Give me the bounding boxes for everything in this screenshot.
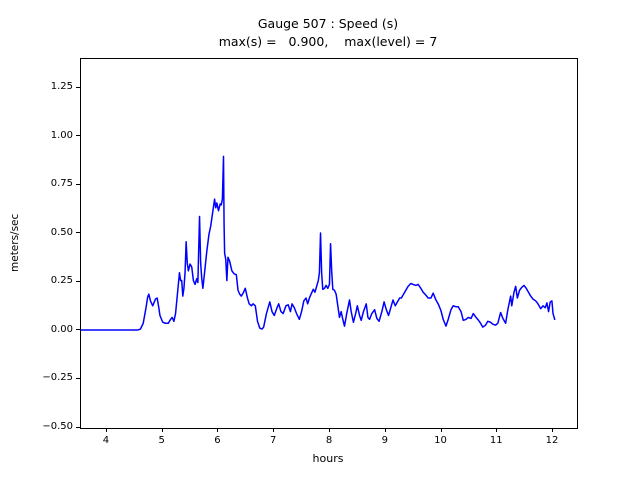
- x-tick-mark: [161, 428, 163, 432]
- y-tick-label: 1.25: [50, 81, 73, 93]
- y-tick-mark: [76, 280, 80, 282]
- speed-line-series: [81, 155, 556, 331]
- x-tick-label: 10: [434, 435, 447, 446]
- x-axis-label: hours: [312, 452, 344, 465]
- x-tick-label: 9: [381, 435, 388, 446]
- y-tick-mark: [76, 377, 80, 379]
- x-tick-label: 8: [325, 435, 333, 446]
- y-tick-mark: [76, 135, 80, 137]
- x-tick-label: 6: [214, 435, 221, 446]
- y-tick-label: 0.00: [50, 323, 73, 335]
- y-tick-label: −0.25: [42, 372, 73, 384]
- chart-subtitle: max(s) = 0.900, max(level) = 7: [218, 34, 438, 49]
- title-block: Gauge 507 : Speed (s) max(s) = 0.900, ma…: [80, 15, 576, 51]
- plot-area: [80, 58, 578, 429]
- y-tick-mark: [76, 86, 80, 88]
- x-tick-label: 5: [158, 435, 165, 446]
- y-tick-label: 1.00: [50, 129, 73, 141]
- x-tick-mark: [384, 428, 386, 432]
- chart-title: Gauge 507 : Speed (s): [257, 16, 399, 31]
- y-tick-mark: [76, 329, 80, 331]
- x-tick-mark: [440, 428, 442, 432]
- y-tick-label: 0.50: [50, 226, 73, 238]
- x-tick-mark: [496, 428, 498, 432]
- x-tick-label: 11: [489, 435, 503, 446]
- y-tick-label: 0.75: [50, 178, 73, 190]
- y-tick-label: 0.25: [50, 275, 73, 287]
- x-tick-mark: [105, 428, 107, 432]
- y-tick-mark: [76, 183, 80, 185]
- y-tick-label: −0.50: [42, 421, 73, 432]
- x-tick-label: 4: [102, 435, 110, 446]
- x-tick-mark: [217, 428, 219, 432]
- x-tick-mark: [552, 428, 554, 432]
- y-tick-mark: [76, 426, 80, 428]
- y-tick-mark: [76, 232, 80, 234]
- x-tick-mark: [329, 428, 330, 432]
- x-tick-label: 7: [270, 435, 277, 446]
- x-tick-mark: [273, 428, 275, 432]
- speed-polyline: [81, 155, 556, 331]
- x-tick-label: 12: [545, 435, 559, 446]
